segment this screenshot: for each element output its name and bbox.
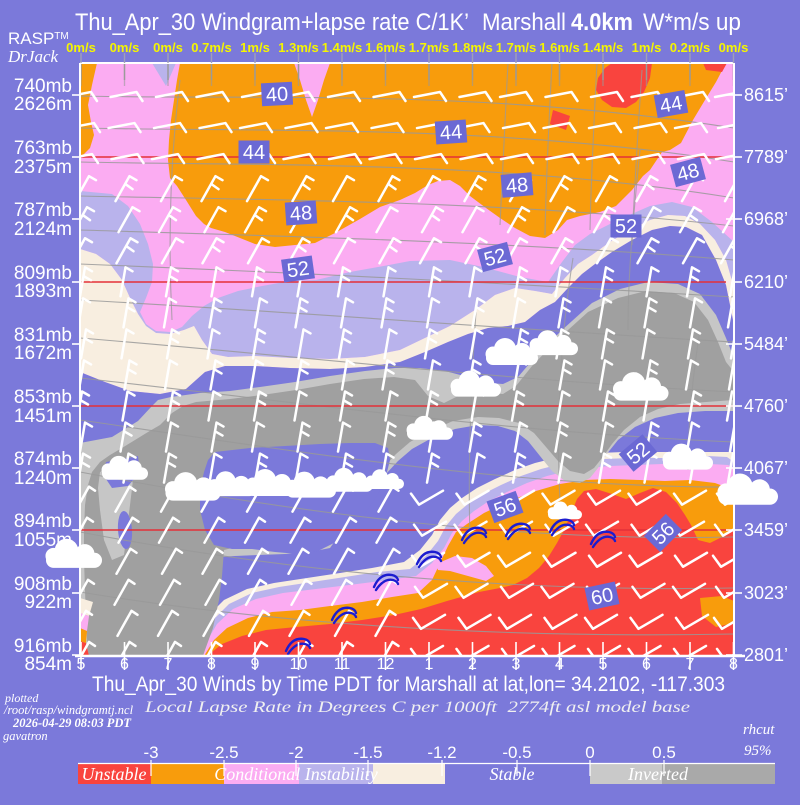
svg-text:6: 6 — [642, 656, 651, 673]
svg-text:3459’: 3459’ — [744, 520, 788, 540]
svg-text:740mb: 740mb — [14, 76, 72, 97]
svg-text:6968’: 6968’ — [744, 209, 788, 229]
svg-text:1m/s: 1m/s — [240, 40, 270, 55]
svg-text:44: 44 — [439, 121, 463, 144]
svg-text:4: 4 — [555, 656, 564, 673]
svg-text:1.4m/s: 1.4m/s — [322, 40, 362, 55]
svg-text:0m/s: 0m/s — [153, 40, 183, 55]
svg-text:1.7m/s: 1.7m/s — [496, 40, 536, 55]
svg-text:52: 52 — [615, 216, 637, 238]
svg-text:Unstable: Unstable — [82, 764, 147, 784]
svg-text:1451m: 1451m — [14, 406, 72, 427]
svg-text:8615’: 8615’ — [744, 85, 788, 105]
svg-text:0: 0 — [585, 743, 594, 762]
svg-text:831mb: 831mb — [14, 325, 72, 346]
svg-text:853mb: 853mb — [14, 387, 72, 408]
svg-text:2124m: 2124m — [14, 219, 72, 240]
svg-text:854m: 854m — [24, 654, 72, 675]
svg-text:2375m: 2375m — [14, 157, 72, 178]
svg-text:-2: -2 — [288, 743, 303, 762]
svg-text:-0.5: -0.5 — [502, 743, 531, 762]
svg-text:787mb: 787mb — [14, 200, 72, 221]
svg-text:1.6m/s: 1.6m/s — [539, 40, 579, 55]
svg-text:1.6m/s: 1.6m/s — [365, 40, 405, 55]
svg-text:11: 11 — [334, 656, 351, 673]
svg-text:2: 2 — [468, 656, 477, 673]
svg-text:1m/s: 1m/s — [632, 40, 662, 55]
svg-text:3023’: 3023’ — [744, 583, 788, 603]
svg-text:5: 5 — [77, 656, 86, 673]
svg-text:Inverted: Inverted — [627, 764, 689, 784]
svg-text:0.7m/s: 0.7m/s — [191, 40, 231, 55]
svg-text:1.3m/s: 1.3m/s — [278, 40, 318, 55]
svg-text:0m/s: 0m/s — [110, 40, 140, 55]
svg-text:Marshall: Marshall — [482, 9, 566, 36]
svg-text:7789’: 7789’ — [744, 147, 788, 167]
svg-text:4760’: 4760’ — [744, 396, 788, 416]
svg-text:0m/s: 0m/s — [66, 40, 96, 55]
svg-text:908mb: 908mb — [14, 574, 72, 595]
svg-text:1893m: 1893m — [14, 281, 72, 302]
svg-text:Conditional Instability: Conditional Instability — [214, 764, 378, 784]
svg-text:5: 5 — [599, 656, 608, 673]
svg-text:plotted: plotted — [4, 691, 39, 705]
svg-text:gavatron: gavatron — [3, 729, 48, 743]
svg-text:874mb: 874mb — [14, 449, 72, 470]
svg-text:48: 48 — [289, 202, 313, 225]
svg-text:4.0km: 4.0km — [571, 9, 633, 36]
svg-text:922m: 922m — [24, 592, 72, 613]
svg-text:Thu_Apr_30 Winds by Time PDT f: Thu_Apr_30 Winds by Time PDT for Marshal… — [92, 672, 725, 696]
svg-text:916mb: 916mb — [14, 636, 72, 657]
svg-text:1672m: 1672m — [14, 343, 72, 364]
svg-text:0m/s: 0m/s — [719, 40, 749, 55]
svg-text:-3: -3 — [143, 743, 158, 762]
svg-text:DrJack: DrJack — [7, 47, 58, 66]
svg-text:2801’: 2801’ — [744, 645, 788, 665]
svg-text:1.8m/s: 1.8m/s — [452, 40, 492, 55]
svg-text:894mb: 894mb — [14, 511, 72, 532]
svg-text:Stable: Stable — [490, 764, 535, 784]
svg-text:7: 7 — [686, 656, 695, 673]
svg-text:1.4m/s: 1.4m/s — [583, 40, 623, 55]
svg-text:7: 7 — [164, 656, 173, 673]
svg-text:10: 10 — [290, 656, 308, 673]
svg-text:52: 52 — [286, 258, 311, 283]
svg-text:W*m/s up: W*m/s up — [643, 9, 741, 36]
svg-text:48: 48 — [505, 174, 529, 198]
svg-text:44: 44 — [658, 92, 684, 118]
svg-text:-1.2: -1.2 — [427, 743, 456, 762]
svg-text:1055m: 1055m — [14, 530, 72, 551]
svg-text:44: 44 — [243, 142, 265, 164]
svg-text:-1.5: -1.5 — [353, 743, 382, 762]
svg-text:2626m: 2626m — [14, 94, 72, 115]
svg-text:809mb: 809mb — [14, 263, 72, 284]
svg-text:6210’: 6210’ — [744, 272, 788, 292]
svg-text:1240m: 1240m — [14, 468, 72, 489]
svg-text:0.2m/s: 0.2m/s — [670, 40, 710, 55]
svg-text:2026-04-29 08:03 PDT: 2026-04-29 08:03 PDT — [12, 716, 132, 730]
svg-text:8: 8 — [207, 656, 216, 673]
svg-text:rhcut: rhcut — [743, 722, 775, 738]
svg-text:12: 12 — [377, 656, 395, 673]
svg-text:1: 1 — [425, 656, 434, 673]
svg-text:RASPTM: RASPTM — [8, 29, 69, 48]
svg-text:95%: 95% — [744, 743, 772, 759]
svg-text:8: 8 — [729, 656, 738, 673]
svg-text:9: 9 — [251, 656, 260, 673]
svg-text:763mb: 763mb — [14, 138, 72, 159]
svg-text:1.7m/s: 1.7m/s — [409, 40, 449, 55]
svg-text:Thu_Apr_30 Windgram+lapse rate: Thu_Apr_30 Windgram+lapse rate C/1K’ — [75, 9, 469, 36]
svg-text:-2.5: -2.5 — [209, 743, 238, 762]
svg-text:4067’: 4067’ — [744, 458, 788, 478]
svg-text:3: 3 — [512, 656, 521, 673]
svg-text:0.5: 0.5 — [652, 743, 676, 762]
svg-text:60: 60 — [589, 584, 615, 610]
svg-text:6: 6 — [120, 656, 129, 673]
svg-text:5484’: 5484’ — [744, 334, 788, 354]
svg-text:/root/rasp/windgramtj.ncl: /root/rasp/windgramtj.ncl — [3, 703, 134, 717]
svg-text:Local Lapse Rate in Degrees C: Local Lapse Rate in Degrees C per 1000ft… — [144, 699, 690, 716]
svg-text:40: 40 — [265, 83, 288, 106]
